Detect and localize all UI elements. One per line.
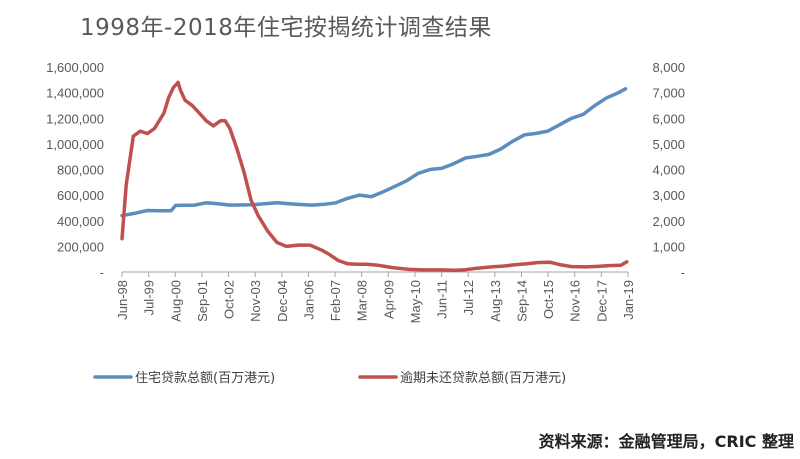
left-axis-tick-label: 400,000 (57, 214, 104, 229)
left-axis-tick-label: 200,000 (57, 239, 104, 254)
x-axis-tick-label: Nov-03 (248, 280, 263, 322)
legend-label-1: 住宅贷款总额(百万港元) (135, 371, 275, 386)
x-axis-tick-label: Oct-15 (541, 280, 556, 319)
series-line-2 (120, 80, 629, 272)
right-axis-tick-label: - (681, 265, 685, 280)
right-axis-tick-label: 7,000 (652, 86, 685, 101)
x-axis-ticks: Jun-98 Jul-99 Aug-00 Sep-01 Oct-02 Nov-03 Dec-… (115, 272, 636, 323)
left-axis-tick-label: 600,000 (57, 188, 104, 203)
right-axis-tick-label: 1,000 (652, 239, 685, 254)
right-axis-tick-label: 3,000 (652, 188, 685, 203)
x-axis-tick-label: Jan-19 (621, 280, 636, 320)
x-axis-tick-label: May-10 (408, 280, 423, 323)
right-axis-tick-label: 5,000 (652, 137, 685, 152)
x-axis-tick-label: Jul-12 (461, 280, 476, 315)
series-line-1 (120, 87, 628, 218)
right-axis-tick-label: 2,000 (652, 214, 685, 229)
x-axis-tick-label: Aug-13 (488, 280, 503, 322)
left-axis-tick-label: - (100, 265, 104, 280)
x-axis-tick-label: Feb-07 (328, 280, 343, 321)
x-axis-tick-label: Dec-04 (275, 280, 290, 322)
left-axis-tick-label: 1,200,000 (46, 111, 104, 126)
x-axis-tick-label: Aug-00 (168, 280, 183, 322)
x-axis-tick-label: Dec-17 (594, 280, 609, 322)
x-axis-tick-label: Sep-14 (514, 280, 529, 322)
x-axis-tick-label: Jun-98 (115, 280, 130, 320)
right-axis-tick-label: 4,000 (652, 163, 685, 178)
x-axis-tick-label: Nov-16 (568, 280, 583, 322)
left-axis-ticks: - 200,000 400,000 600,000 800,000 1,000,000 1,… (46, 60, 104, 280)
series-lines (120, 80, 629, 272)
left-axis-tick-label: 1,400,000 (46, 86, 104, 101)
x-axis-tick-label: Oct-02 (222, 280, 237, 319)
x-axis-tick-label: Jul-99 (142, 280, 157, 315)
x-axis-tick-label: Sep-01 (195, 280, 210, 322)
x-axis-tick-label: Jan-06 (301, 280, 316, 320)
left-axis-tick-label: 800,000 (57, 163, 104, 178)
source-note: 资料来源：金融管理局，CRIC 整理 (538, 432, 794, 451)
legend-label-2: 逾期未还贷款总额(百万港元) (400, 371, 566, 386)
x-axis-tick-label: Apr-09 (381, 280, 396, 319)
chart-legend: 住宅贷款总额(百万港元) 逾期未还贷款总额(百万港元) (93, 371, 566, 386)
right-axis-tick-label: 6,000 (652, 111, 685, 126)
x-axis-tick-label: Jun-11 (435, 280, 450, 319)
right-axis-tick-label: 8,000 (652, 60, 685, 75)
x-axis-tick-label: Mar-08 (355, 280, 370, 321)
right-axis-ticks: - 1,000 2,000 3,000 4,000 5,000 6,000 7,000 8,00… (652, 60, 685, 280)
left-axis-tick-label: 1,600,000 (46, 60, 104, 75)
left-axis-tick-label: 1,000,000 (46, 137, 104, 152)
chart-title: 1998年-2018年住宅按揭统计调查结果 (80, 15, 492, 41)
